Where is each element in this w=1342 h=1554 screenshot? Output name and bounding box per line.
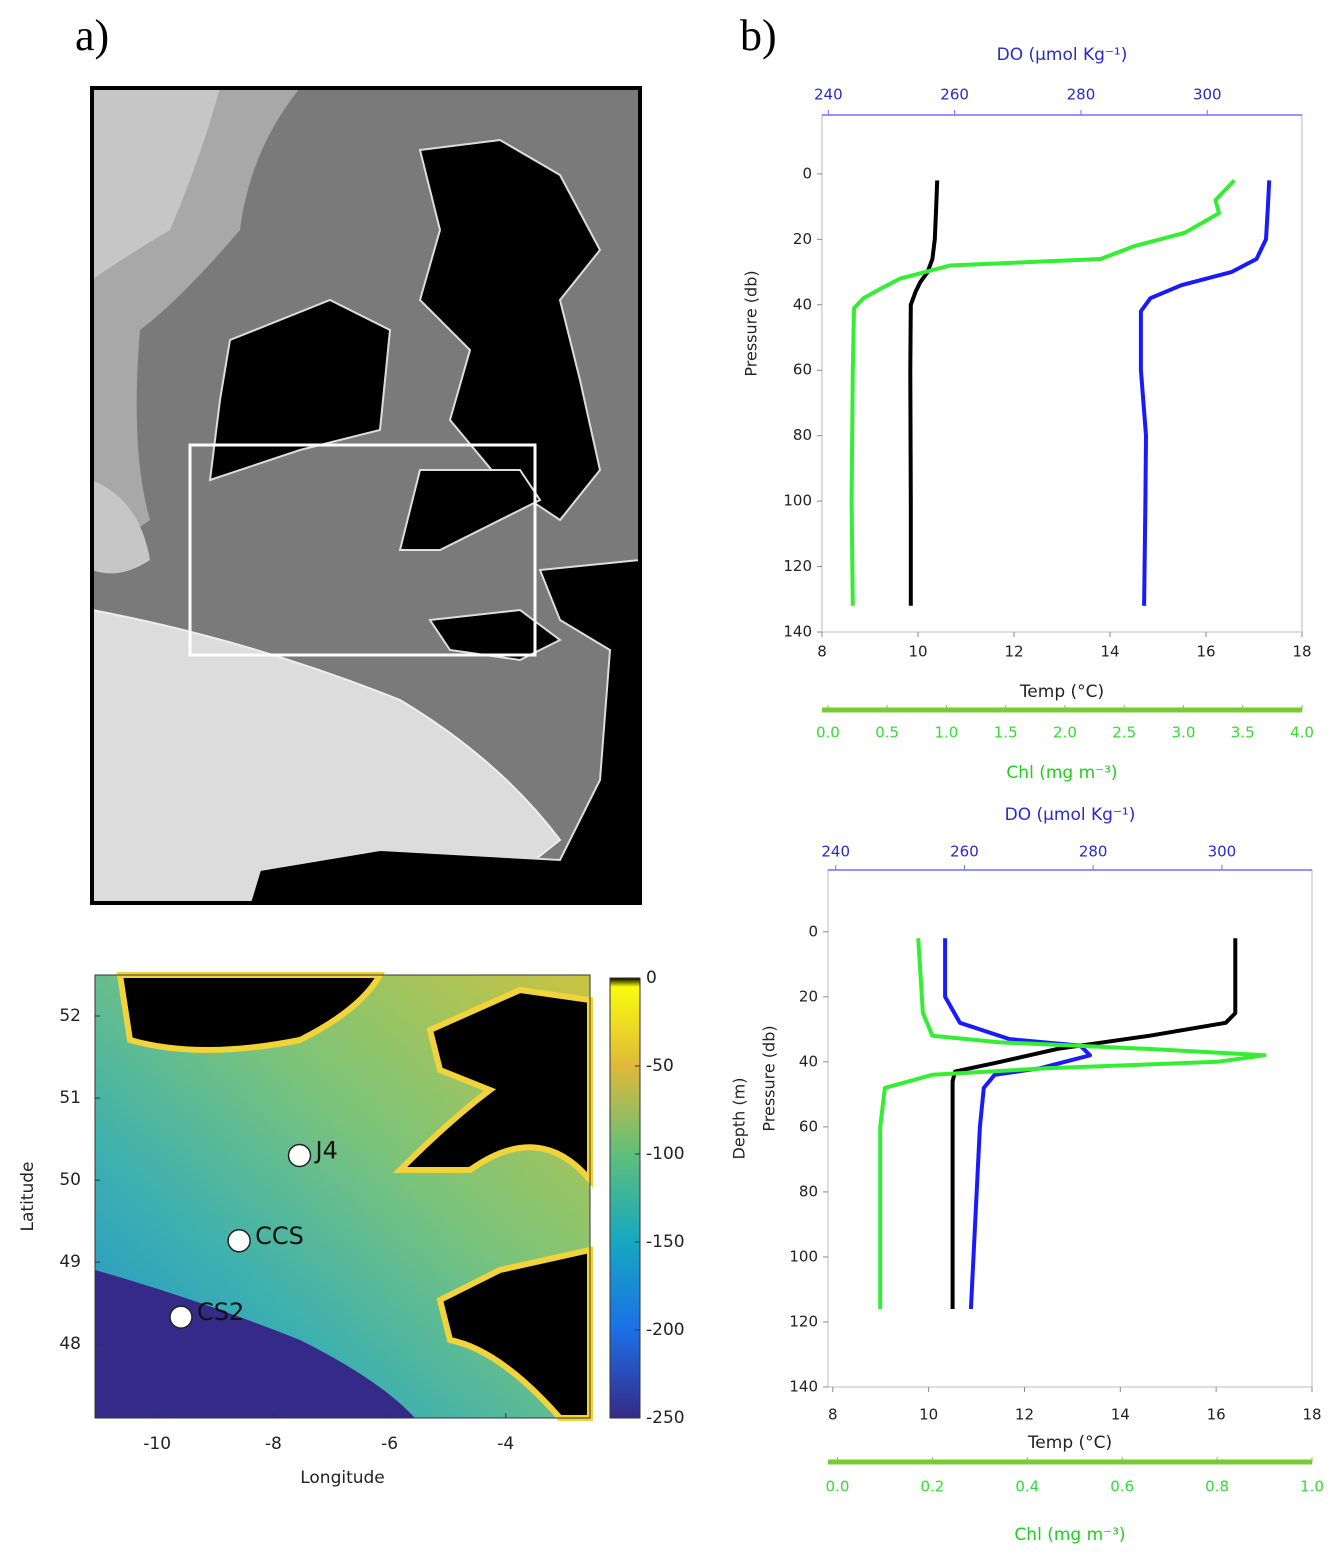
- x-tick-label: 14: [1111, 1406, 1130, 1424]
- x-tick-label: 16: [1207, 1406, 1226, 1424]
- y-tick-label: 52: [59, 1006, 81, 1026]
- x-tick-label: -10: [143, 1434, 171, 1454]
- y-axis-label-outer: Depth (m): [730, 1078, 749, 1160]
- plot-frame: [828, 870, 1312, 1387]
- y-tick-label: 120: [789, 1312, 818, 1330]
- panel-label: a): [75, 11, 109, 60]
- figure: a) b) -10 -8 -6 -4 48 49 50 51 52 Longitude Latitu…: [0, 0, 1342, 1554]
- chl-tick-label: 2.5: [1112, 724, 1136, 742]
- y-tick-label: 40: [793, 295, 812, 313]
- x-axis-label: Longitude: [300, 1468, 385, 1488]
- y-tick-label: 20: [793, 230, 812, 248]
- x-tick-label: 10: [919, 1406, 938, 1424]
- colorbar-tick-label: -50: [646, 1056, 674, 1076]
- y-axis-label: Pressure (db): [742, 270, 761, 376]
- chl-tick-label: 0.4: [1015, 1478, 1039, 1496]
- y-tick-label: 80: [799, 1182, 818, 1200]
- chl-axis-label: Chl (mg m⁻³): [1014, 1525, 1125, 1545]
- bathymetry-map: [95, 975, 640, 1418]
- chl-tick-label: 3.5: [1231, 724, 1255, 742]
- colorbar-tick-label: -200: [646, 1320, 685, 1340]
- chl-tick-label: 1.0: [935, 724, 959, 742]
- y-tick-label: 60: [799, 1117, 818, 1135]
- x-tick-label: 16: [1196, 643, 1215, 661]
- y-tick-label: 20: [799, 987, 818, 1005]
- y-axis-label: Latitude: [18, 1162, 38, 1232]
- colorbar-tick-label: -100: [646, 1144, 685, 1164]
- station-label: J4: [314, 1136, 338, 1164]
- y-tick-label: 120: [783, 557, 812, 575]
- y-tick-label: 0: [808, 922, 818, 940]
- do-tick-label: 260: [940, 86, 969, 104]
- chl-tick-label: 2.0: [1053, 724, 1077, 742]
- x-tick-label: 8: [828, 1406, 838, 1424]
- do-axis-label: DO (μmol Kg⁻¹): [997, 45, 1128, 65]
- x-tick-label: -6: [381, 1434, 398, 1454]
- do-tick-label: 240: [814, 86, 843, 104]
- do-tick-label: 240: [821, 843, 850, 861]
- station-label: CS2: [197, 1298, 244, 1326]
- do-tick-label: 300: [1193, 86, 1222, 104]
- chl-tick-label: 0.5: [875, 724, 899, 742]
- x-axis-label: Temp (°C): [1027, 1433, 1112, 1453]
- do-tick-label: 280: [1067, 86, 1096, 104]
- do-axis-label: DO (μmol Kg⁻¹): [1005, 805, 1136, 825]
- chl-axis-label: Chl (mg m⁻³): [1006, 763, 1117, 783]
- panel-label: b): [740, 11, 777, 60]
- x-tick-label: 14: [1100, 643, 1119, 661]
- x-tick-label: -8: [265, 1434, 282, 1454]
- x-tick-label: 8: [817, 643, 827, 661]
- chl-tick-label: 1.0: [1300, 1478, 1324, 1496]
- chl-tick-label: 4.0: [1290, 724, 1314, 742]
- chl-tick-label: 0.6: [1110, 1478, 1134, 1496]
- y-tick-label: 49: [59, 1252, 81, 1272]
- profile-line: [880, 938, 1264, 1309]
- x-axis-label: Temp (°C): [1019, 682, 1104, 702]
- chl-tick-label: 1.5: [994, 724, 1018, 742]
- y-tick-label: 60: [793, 361, 812, 379]
- y-tick-label: 48: [59, 1334, 81, 1354]
- overview-map: [92, 88, 640, 903]
- do-tick-label: 280: [1079, 843, 1108, 861]
- y-tick-label: 100: [783, 492, 812, 510]
- y-tick-label: 40: [799, 1052, 818, 1070]
- x-tick-label: -4: [497, 1434, 514, 1454]
- colorbar-tick-label: -250: [646, 1408, 685, 1428]
- y-tick-label: 100: [789, 1247, 818, 1265]
- y-tick-label: 140: [783, 623, 812, 641]
- page: a) b) -10 -8 -6 -4 48 49 50 51 52 Longitude Latitu…: [0, 0, 1342, 1554]
- y-tick-label: 80: [793, 426, 812, 444]
- x-tick-label: 18: [1302, 1406, 1321, 1424]
- station: [228, 1230, 250, 1252]
- profile-line: [953, 938, 1236, 1309]
- profile-line: [1141, 180, 1269, 605]
- station: [289, 1144, 311, 1166]
- colorbar-tick-label: 0: [646, 968, 657, 988]
- x-tick-label: 12: [1004, 643, 1023, 661]
- chl-tick-label: 0.0: [816, 724, 840, 742]
- profile-line: [945, 938, 1090, 1309]
- station-label: CCS: [255, 1222, 304, 1250]
- y-axis-label: Pressure (db): [760, 1025, 779, 1131]
- plot-frame: [822, 115, 1302, 632]
- chl-tick-label: 3.0: [1172, 724, 1196, 742]
- x-tick-label: 18: [1292, 643, 1311, 661]
- colorbar-tick-label: -150: [646, 1232, 685, 1252]
- y-tick-label: 50: [59, 1170, 81, 1190]
- profile-line: [910, 180, 937, 605]
- chl-tick-label: 0.2: [920, 1478, 944, 1496]
- station: [170, 1306, 192, 1328]
- x-tick-label: 12: [1015, 1406, 1034, 1424]
- do-tick-label: 300: [1208, 843, 1237, 861]
- chl-tick-label: 0.8: [1205, 1478, 1229, 1496]
- chl-tick-label: 0.0: [826, 1478, 850, 1496]
- y-tick-label: 0: [802, 164, 812, 182]
- y-tick-label: 140: [789, 1378, 818, 1396]
- y-tick-label: 51: [59, 1088, 81, 1108]
- x-tick-label: 10: [908, 643, 927, 661]
- do-tick-label: 260: [950, 843, 979, 861]
